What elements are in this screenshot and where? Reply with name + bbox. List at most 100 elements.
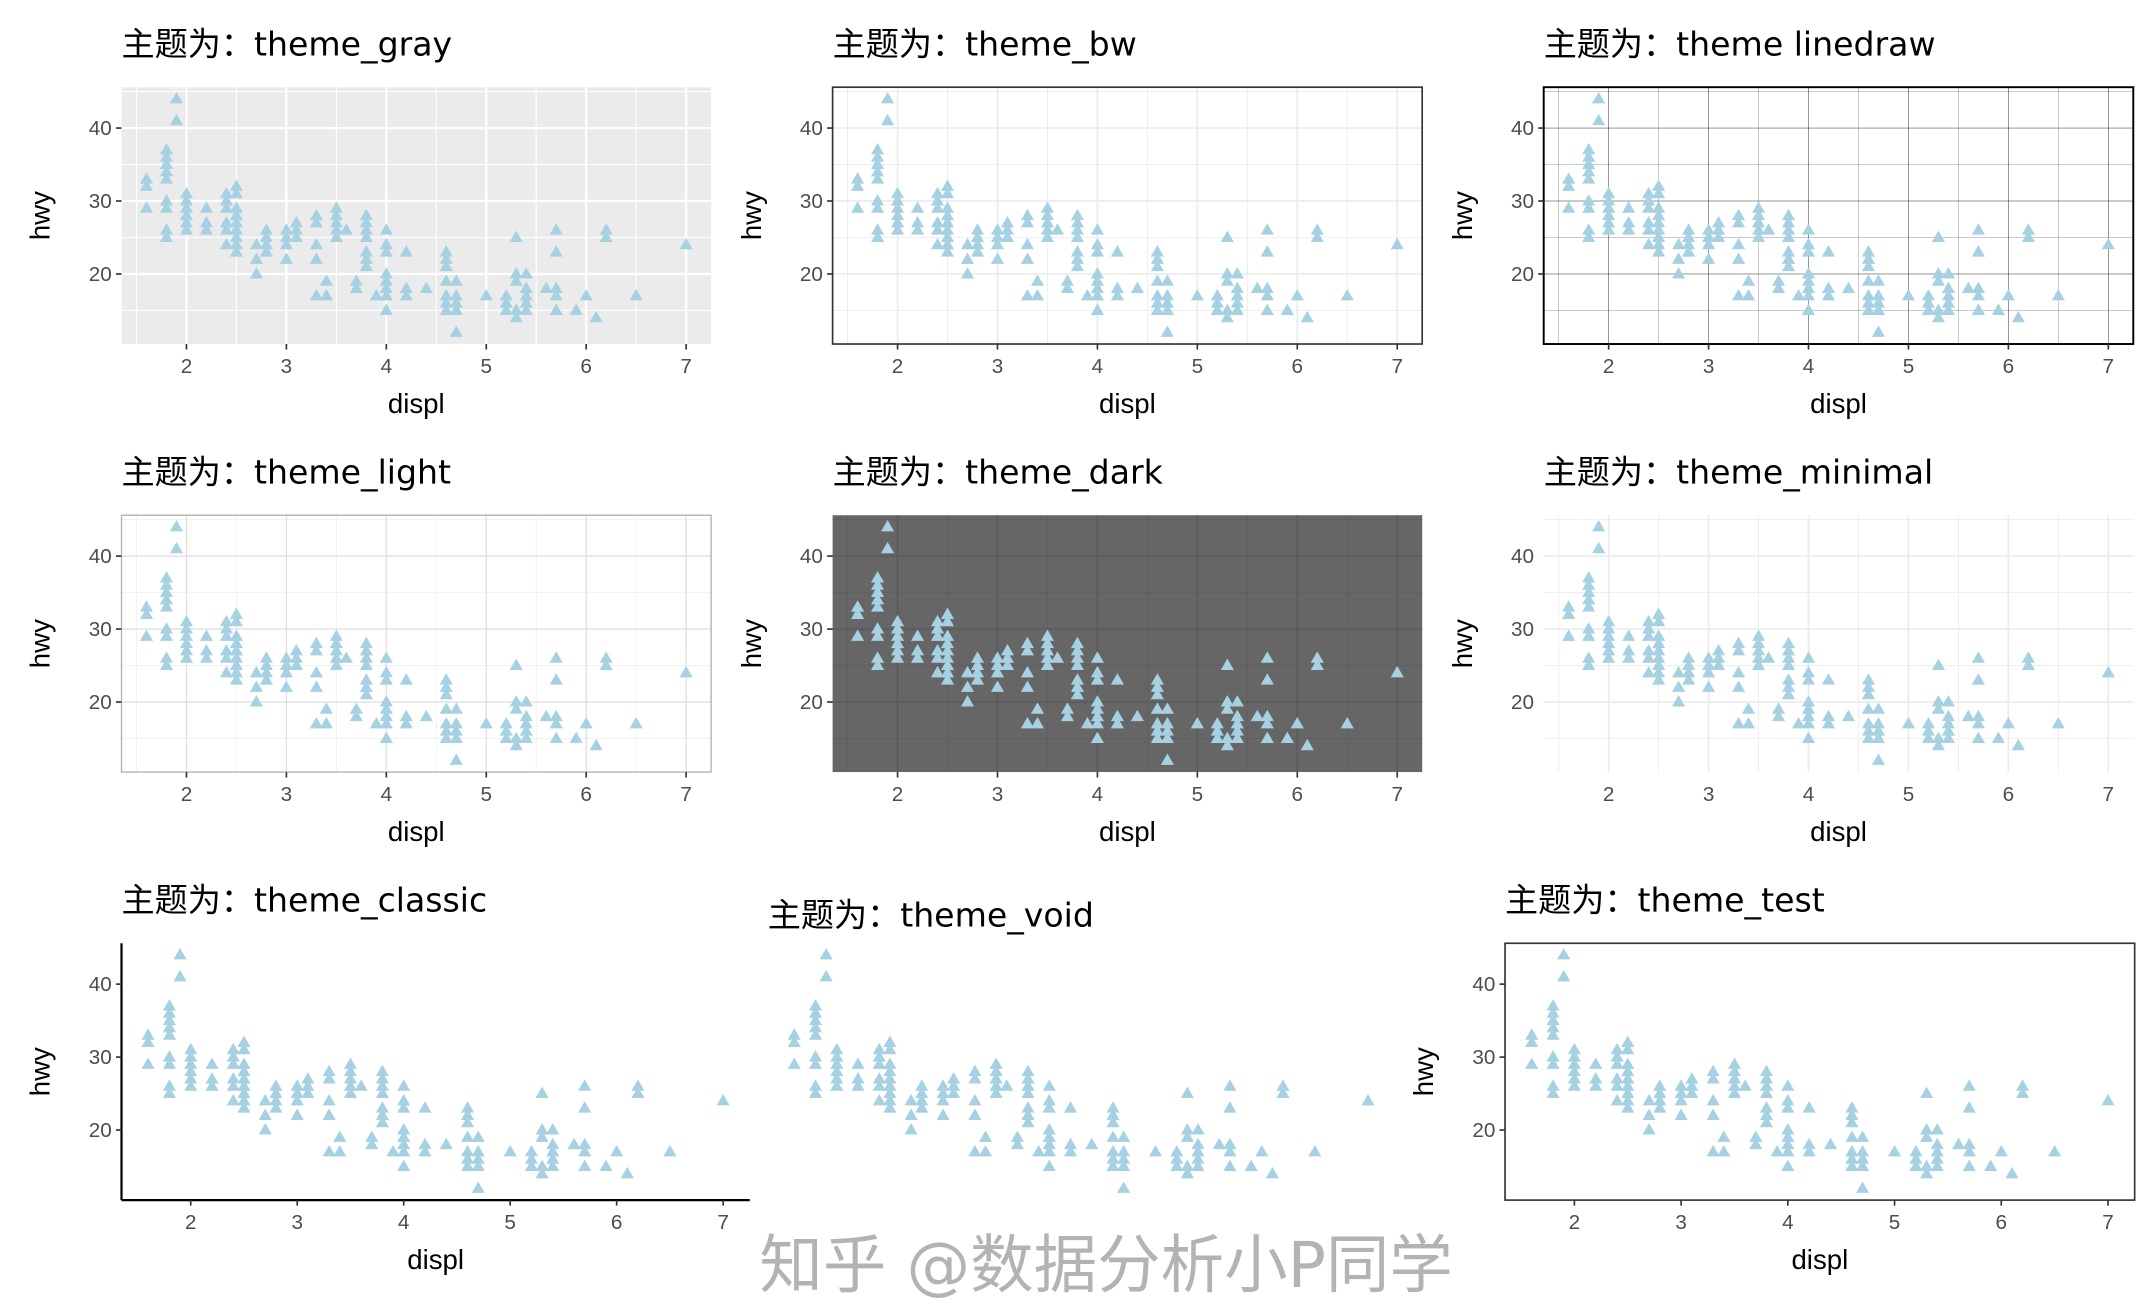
y-axis-title: hwy (25, 191, 56, 240)
data-point (930, 215, 945, 228)
data-point (309, 288, 323, 301)
data-point (359, 223, 373, 235)
data-point (1727, 1086, 1742, 1099)
data-point (359, 245, 373, 257)
data-point (1702, 223, 1716, 235)
data-point (439, 274, 453, 286)
data-point (2051, 716, 2065, 729)
data-point (2021, 658, 2035, 671)
data-point (329, 629, 343, 641)
data-point (1260, 731, 1274, 743)
data-point (1602, 215, 1616, 228)
data-point (322, 1093, 336, 1106)
data-point (629, 288, 643, 301)
data-point (449, 724, 463, 736)
x-tick-label: 2 (181, 355, 193, 378)
data-point (1212, 1137, 1226, 1150)
data-point (439, 259, 453, 272)
data-point (1020, 215, 1035, 228)
data-point (439, 673, 453, 685)
data-point (1845, 1108, 1859, 1120)
x-tick-label: 2 (1569, 1211, 1581, 1234)
data-point (1861, 245, 1876, 257)
data-point (279, 651, 293, 663)
data-point (1672, 252, 1686, 264)
data-point (509, 731, 523, 743)
data-point (883, 1072, 897, 1084)
x-tick-label: 5 (480, 355, 492, 378)
data-point (1090, 281, 1104, 294)
data-point (871, 172, 885, 184)
data-point (940, 201, 955, 213)
data-point (1991, 731, 2005, 743)
data-point (1653, 1079, 1667, 1091)
data-point (1230, 709, 1244, 722)
data-point (319, 288, 333, 301)
data-point (881, 113, 895, 126)
data-point (1941, 303, 1955, 315)
data-point (229, 223, 243, 235)
data-point (343, 1064, 358, 1077)
data-point (329, 230, 343, 242)
data-point (1602, 201, 1616, 213)
data-point (1706, 1093, 1720, 1106)
data-point (1070, 208, 1084, 221)
data-point (333, 1130, 347, 1142)
data-point (439, 288, 453, 301)
data-point (1042, 1159, 1056, 1172)
data-point (1592, 113, 1606, 126)
data-point (1871, 274, 1886, 286)
data-point (1070, 223, 1084, 235)
data-point (1582, 172, 1596, 184)
data-point (1801, 695, 1816, 707)
data-point (1150, 731, 1164, 743)
data-point (1030, 716, 1045, 729)
data-point (309, 252, 323, 264)
data-point (940, 237, 955, 250)
data-point (1652, 223, 1666, 235)
data-point (1727, 1057, 1742, 1069)
data-point (184, 1072, 198, 1084)
data-point (1759, 1072, 1774, 1084)
data-point (930, 651, 945, 663)
data-point (1582, 164, 1596, 177)
y-tick-label: 40 (89, 117, 112, 140)
data-point (1546, 1028, 1560, 1040)
data-point (524, 1159, 539, 1172)
x-axis-title: displ (388, 388, 445, 419)
data-point (1000, 215, 1015, 228)
data-point (301, 1072, 315, 1084)
data-point (1871, 731, 1886, 743)
data-point (990, 230, 1005, 242)
data-point (1702, 680, 1716, 692)
data-point (1871, 325, 1886, 337)
data-point (219, 629, 233, 641)
data-point (578, 1101, 592, 1113)
data-point (1592, 541, 1606, 554)
data-point (1791, 288, 1806, 301)
data-point (1920, 1159, 1934, 1172)
data-point (1652, 651, 1666, 663)
data-point (1622, 651, 1636, 663)
data-point (1621, 1064, 1635, 1077)
data-point (290, 1086, 304, 1099)
data-point (329, 636, 343, 649)
data-point (205, 1079, 219, 1091)
data-point (159, 585, 174, 598)
data-point (1855, 1145, 1870, 1157)
data-point (904, 1123, 918, 1135)
data-point (1861, 673, 1876, 685)
data-point (1300, 310, 1314, 323)
data-point (159, 592, 174, 605)
data-point (1021, 1101, 1035, 1113)
data-point (205, 1072, 219, 1084)
data-point (1621, 1086, 1635, 1099)
data-point (1106, 1145, 1120, 1157)
data-point (1021, 1072, 1035, 1084)
data-point (1861, 274, 1876, 286)
x-tick-label: 6 (580, 783, 592, 806)
data-point (329, 658, 343, 671)
data-point (578, 1137, 592, 1150)
data-point (1751, 636, 1766, 649)
data-point (1781, 636, 1796, 649)
